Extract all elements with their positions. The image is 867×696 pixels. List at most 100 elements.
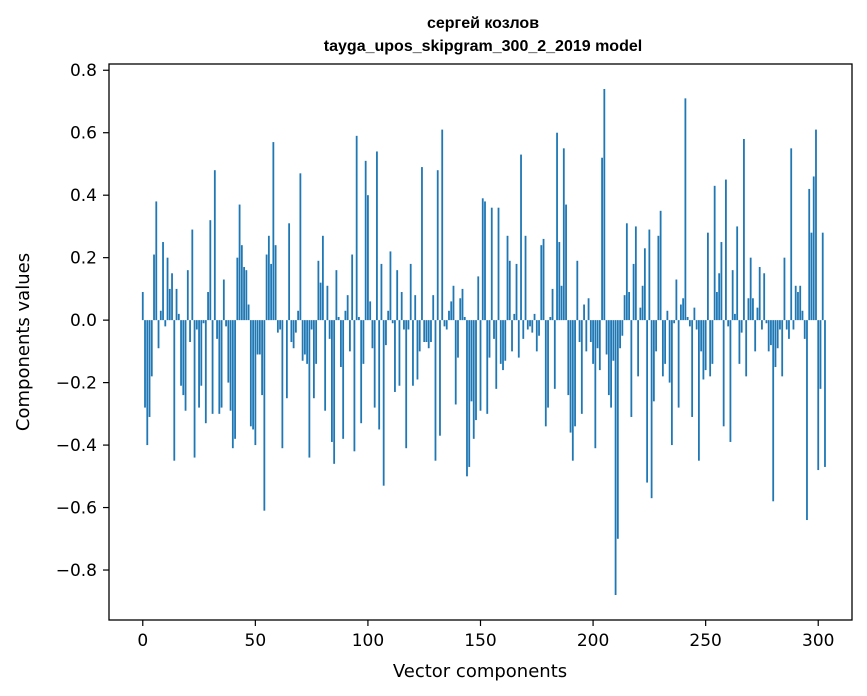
bar-229 (657, 235, 660, 321)
bar-196 (583, 304, 585, 321)
bar-2 (146, 320, 149, 446)
bar-294 (803, 320, 806, 339)
bar-238 (677, 320, 680, 408)
bar-239 (679, 304, 682, 321)
bar-88 (340, 320, 342, 367)
bar-213 (621, 320, 624, 336)
bar-53 (261, 320, 263, 396)
bar-263 (734, 313, 736, 321)
bar-78 (317, 260, 320, 321)
bar-69 (297, 310, 300, 321)
bar-118 (407, 320, 410, 330)
bar-212 (619, 320, 621, 349)
bar-56 (267, 235, 270, 321)
bar-125 (423, 320, 426, 342)
bar-72 (303, 320, 306, 355)
bar-115 (400, 292, 403, 321)
bar-168 (520, 154, 522, 321)
y-axis-label: Components values (13, 253, 34, 431)
y-tick-label-0: −0.8 (56, 561, 97, 581)
bar-164 (511, 320, 513, 352)
bar-295 (806, 320, 808, 521)
bar-280 (772, 320, 775, 502)
bar-246 (695, 320, 698, 330)
bar-285 (783, 257, 786, 321)
bar-5 (153, 254, 155, 321)
bar-57 (270, 263, 273, 321)
bar-243 (688, 320, 691, 327)
bar-270 (749, 257, 752, 321)
bar-79 (319, 282, 322, 321)
bar-27 (202, 320, 205, 324)
bar-296 (808, 188, 811, 321)
bar-124 (421, 167, 423, 321)
bar-22 (191, 229, 194, 321)
bar-94 (353, 320, 356, 452)
bar-139 (454, 320, 457, 405)
bar-284 (781, 320, 784, 377)
bar-97 (360, 320, 363, 424)
bar-149 (477, 276, 480, 321)
bar-143 (463, 317, 466, 321)
bar-46 (245, 270, 248, 321)
bar-262 (731, 270, 734, 321)
bar-34 (218, 320, 221, 414)
bar-130 (434, 320, 437, 461)
bar-236 (673, 320, 676, 324)
bar-299 (815, 129, 817, 321)
bar-234 (668, 320, 671, 383)
y-tick-label-7: 0.6 (70, 124, 97, 144)
bar-127 (427, 320, 430, 349)
bar-160 (502, 320, 504, 371)
bar-156 (493, 320, 495, 339)
bar-0 (141, 292, 144, 321)
bar-259 (725, 179, 727, 321)
bar-198 (587, 298, 590, 321)
bar-158 (497, 207, 500, 321)
bar-272 (754, 320, 757, 352)
bar-25 (198, 320, 200, 408)
bar-29 (207, 292, 209, 321)
bar-82 (326, 285, 329, 321)
bar-86 (335, 270, 338, 321)
bar-16 (177, 313, 180, 321)
bar-181 (549, 317, 552, 321)
bar-188 (565, 204, 567, 321)
bar-157 (495, 320, 498, 389)
bar-87 (337, 317, 340, 321)
bar-221 (639, 307, 642, 321)
bar-257 (720, 242, 723, 321)
bar-91 (346, 295, 349, 321)
bar-165 (513, 313, 516, 321)
bar-293 (801, 310, 804, 321)
bar-7 (157, 320, 160, 349)
bar-289 (792, 320, 795, 330)
bar-96 (358, 317, 360, 321)
bar-297 (810, 232, 813, 321)
bar-81 (324, 320, 327, 411)
bar-192 (574, 320, 576, 427)
bar-49 (252, 320, 254, 430)
bar-60 (276, 320, 279, 333)
bar-253 (711, 320, 714, 364)
bar-161 (504, 320, 507, 361)
bar-267 (743, 138, 745, 321)
bar-1 (144, 320, 146, 408)
bar-175 (535, 320, 538, 352)
bar-17 (180, 320, 182, 386)
bar-84 (331, 320, 333, 442)
bar-278 (767, 320, 770, 352)
bar-222 (641, 285, 644, 321)
bar-15 (175, 288, 178, 321)
bar-48 (249, 320, 252, 427)
bar-9 (162, 242, 164, 321)
bar-273 (756, 307, 759, 321)
bar-303 (824, 320, 826, 467)
bar-191 (571, 320, 574, 461)
bar-102 (371, 320, 374, 349)
bar-179 (544, 320, 547, 427)
bar-230 (659, 210, 662, 321)
bar-41 (234, 320, 236, 439)
bar-298 (812, 176, 815, 321)
bar-20 (186, 270, 189, 321)
